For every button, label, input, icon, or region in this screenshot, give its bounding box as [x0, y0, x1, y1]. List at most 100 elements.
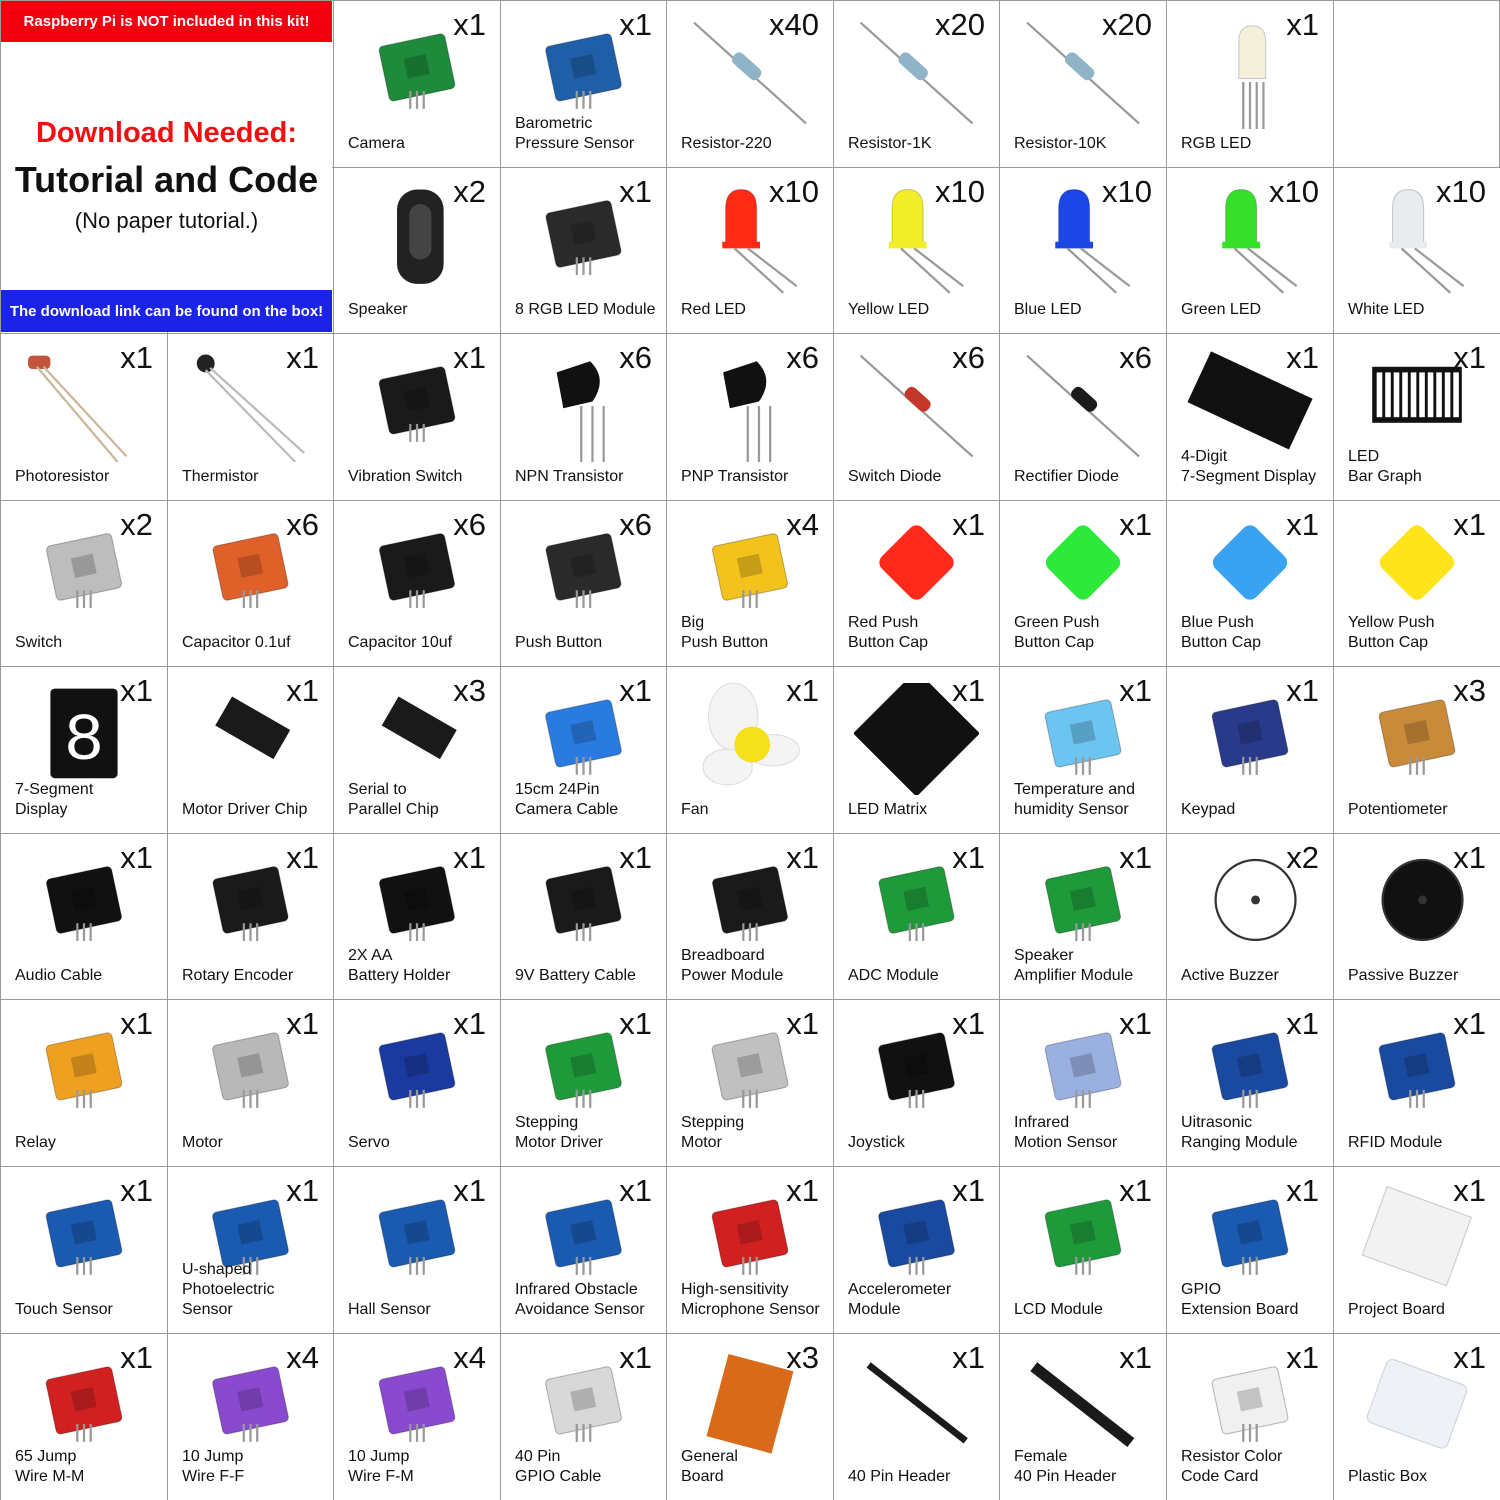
component-cell: x2 Speaker — [334, 168, 500, 333]
component-cell: x2 Active Buzzer — [1167, 834, 1333, 999]
component-label: Infrared Obstacle Avoidance Sensor — [515, 1281, 645, 1318]
component-cell: x10 Red LED — [667, 168, 833, 333]
component-quantity: x1 — [619, 1006, 652, 1041]
component-cell: x1 Thermistor — [168, 334, 333, 500]
potentiometer-icon — [1354, 683, 1480, 795]
component-cell: x1 Servo — [334, 1000, 500, 1166]
resistor-icon — [1020, 17, 1146, 129]
component-quantity: x1 — [286, 673, 319, 708]
component-cell: x3 Serial to Parallel Chip — [334, 667, 500, 833]
component-label: Serial to Parallel Chip — [348, 781, 439, 818]
component-cell: x1 9V Battery Cable — [501, 834, 666, 999]
component-label: RFID Module — [1348, 1134, 1443, 1151]
component-cell: x1 Speaker Amplifier Module — [1000, 834, 1166, 999]
button-cap-icon — [1354, 517, 1480, 628]
seven-segment-4digit-icon — [1187, 350, 1313, 462]
component-label: Breadboard Power Module — [681, 947, 784, 984]
component-label: 40 Pin GPIO Cable — [515, 1448, 602, 1485]
microphone-sensor-icon — [687, 1183, 813, 1295]
grid-line — [666, 0, 667, 1500]
component-quantity: x1 — [1119, 1173, 1152, 1208]
button-cap-icon — [1020, 517, 1146, 628]
component-label: 65 Jump Wire M-M — [15, 1448, 85, 1485]
component-quantity: x6 — [1119, 340, 1152, 375]
component-quantity: x1 — [1119, 840, 1152, 875]
component-quantity: x1 — [453, 1173, 486, 1208]
rgb-led-icon — [1187, 17, 1313, 129]
component-label: Blue Push Button Cap — [1181, 614, 1262, 651]
component-quantity: x1 — [619, 673, 652, 708]
component-quantity: x3 — [786, 1340, 819, 1375]
component-cell: x1 Breadboard Power Module — [667, 834, 833, 999]
component-cell: x1 Uitrasonic Ranging Module — [1167, 1000, 1333, 1166]
component-quantity: x6 — [286, 507, 319, 542]
component-cell: x1 Motor — [168, 1000, 333, 1166]
component-quantity: x2 — [453, 174, 486, 209]
component-quantity: x1 — [1453, 1340, 1486, 1375]
component-quantity: x20 — [1102, 7, 1152, 42]
photoelectric-sensor-icon — [188, 1183, 313, 1295]
electrolytic-capacitor-icon — [354, 517, 480, 628]
component-quantity: x1 — [619, 840, 652, 875]
component-label: Servo — [348, 1134, 390, 1151]
component-quantity: x4 — [453, 1340, 486, 1375]
passive-buzzer-icon — [1354, 850, 1480, 961]
component-quantity: x40 — [769, 7, 819, 42]
component-cell: x4 Big Push Button — [667, 501, 833, 666]
led-icon — [1187, 184, 1313, 295]
component-cell: x10 Green LED — [1167, 168, 1333, 333]
component-cell: x1 Yellow Push Button Cap — [1334, 501, 1500, 666]
led-icon — [854, 184, 979, 295]
component-cell: x1 Camera — [334, 1, 500, 167]
component-label: Hall Sensor — [348, 1301, 431, 1318]
component-cell: 8 x1 7-Segment Display — [1, 667, 167, 833]
component-label: Speaker Amplifier Module — [1014, 947, 1134, 984]
push-button-icon — [521, 517, 646, 628]
component-cell: x1 Relay — [1, 1000, 167, 1166]
component-label: General Board — [681, 1448, 738, 1485]
svg-text:8: 8 — [64, 704, 104, 780]
component-quantity: x6 — [619, 507, 652, 542]
grid-line — [0, 1166, 1500, 1167]
component-label: NPN Transistor — [515, 468, 624, 485]
component-label: Green Push Button Cap — [1014, 614, 1100, 651]
component-cell: x1 Green Push Button Cap — [1000, 501, 1166, 666]
component-quantity: x1 — [1453, 1173, 1486, 1208]
component-cell: x6 PNP Transistor — [667, 334, 833, 500]
component-label: Rotary Encoder — [182, 967, 294, 984]
dht-sensor-icon — [1020, 683, 1146, 795]
jumper-ribbon-icon — [188, 1350, 313, 1462]
component-cell: x1 Project Board — [1334, 1167, 1500, 1333]
component-quantity: x1 — [1286, 340, 1319, 375]
ir-obstacle-sensor-icon — [521, 1183, 646, 1295]
ribbon-cable-icon — [521, 683, 646, 795]
component-cell: x10 Yellow LED — [834, 168, 999, 333]
component-label: Capacitor 10uf — [348, 634, 453, 651]
component-quantity: x1 — [619, 1173, 652, 1208]
photoresistor-icon — [21, 350, 147, 462]
gpio-extension-board-icon — [1187, 1183, 1313, 1295]
component-label: Barometric Pressure Sensor — [515, 115, 635, 152]
component-quantity: x1 — [120, 1173, 153, 1208]
component-quantity: x10 — [1102, 174, 1152, 209]
speaker-icon — [354, 184, 480, 295]
motor-icon — [188, 1016, 313, 1128]
component-quantity: x1 — [619, 7, 652, 42]
component-quantity: x1 — [952, 507, 985, 542]
component-label: Yellow LED — [848, 301, 930, 318]
component-label: 8 RGB LED Module — [515, 301, 656, 318]
component-cell: x1 GPIO Extension Board — [1167, 1167, 1333, 1333]
component-label: Relay — [15, 1134, 56, 1151]
component-label: Vibration Switch — [348, 468, 463, 485]
component-cell: x10 White LED — [1334, 168, 1500, 333]
component-label: RGB LED — [1181, 135, 1252, 152]
component-cell: x4 10 Jump Wire F-F — [168, 1334, 333, 1500]
adc-module-icon — [854, 850, 979, 961]
component-quantity: x6 — [952, 340, 985, 375]
grid-line — [833, 0, 834, 1500]
grid-line — [167, 0, 168, 1500]
component-cell: x1 2X AA Battery Holder — [334, 834, 500, 999]
component-cell: x1 Vibration Switch — [334, 334, 500, 500]
component-quantity: x1 — [952, 1173, 985, 1208]
hall-sensor-icon — [354, 1183, 480, 1295]
